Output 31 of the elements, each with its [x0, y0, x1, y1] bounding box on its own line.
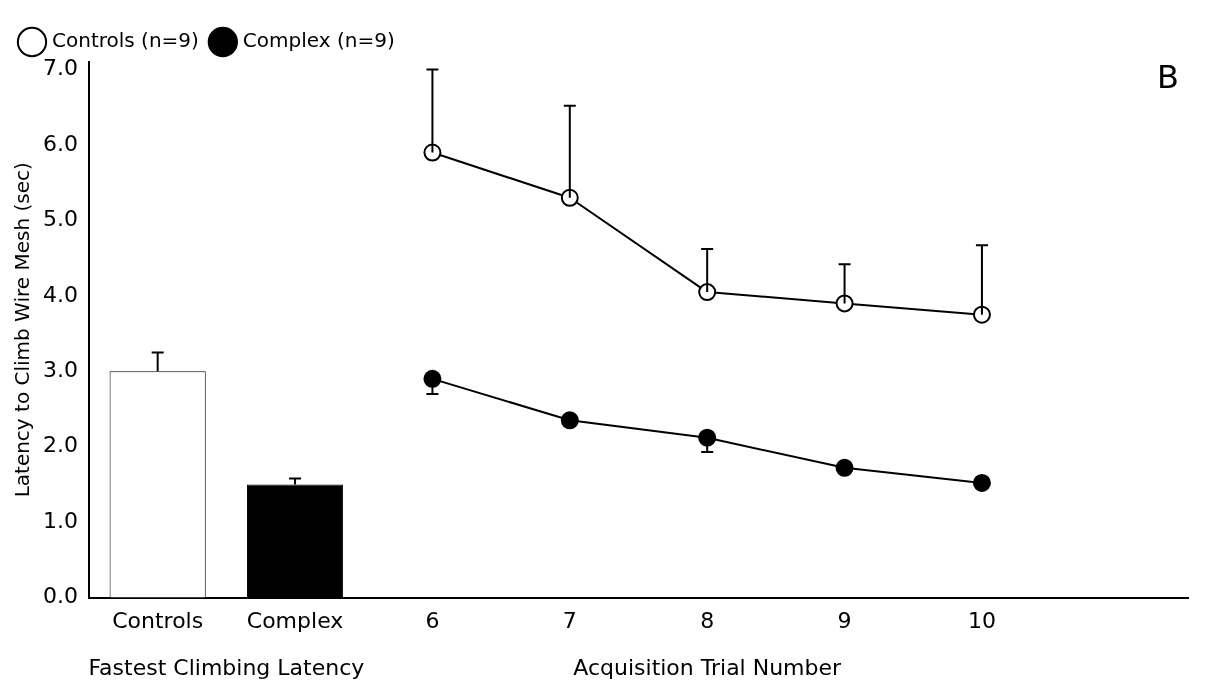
- legend-label: Complex (n=9): [242, 28, 395, 53]
- point: [972, 473, 991, 492]
- x-tick-label: 7: [562, 607, 577, 633]
- y-axis-title: Latency to Climb Wire Mesh (sec): [10, 162, 35, 498]
- point: [560, 188, 579, 207]
- y-tick-label: 5.0: [42, 206, 78, 232]
- y-tick-label: 2.0: [42, 432, 78, 458]
- point: [698, 283, 717, 302]
- y-tick-label: 4.0: [42, 281, 78, 307]
- x-axis-title: Acquisition Trial Number: [573, 654, 843, 680]
- x-tick-label: 10: [967, 607, 996, 633]
- y-tick-label: 6.0: [42, 130, 78, 156]
- y-tick-label: 1.0: [42, 507, 78, 533]
- annotation: B: [1157, 58, 1179, 97]
- x-tick-label: Complex: [246, 607, 344, 633]
- y-tick-label: 3.0: [42, 357, 78, 383]
- point: [835, 458, 854, 477]
- y-tick-label: 0.0: [42, 583, 78, 609]
- text: Fastest Climbing Latency: [88, 654, 365, 680]
- x-tick-label: 9: [837, 607, 852, 633]
- x-tick-label: 6: [425, 607, 440, 633]
- point: [423, 143, 442, 162]
- point: [835, 294, 854, 313]
- point: [423, 369, 442, 388]
- point: [560, 411, 579, 430]
- point: [698, 428, 717, 447]
- x-tick-label: 8: [700, 607, 715, 633]
- legend-label: Controls (n=9): [52, 28, 199, 53]
- x-tick-label: Controls: [112, 607, 204, 633]
- y-tick-label: 7.0: [42, 55, 78, 81]
- point: [972, 305, 991, 324]
